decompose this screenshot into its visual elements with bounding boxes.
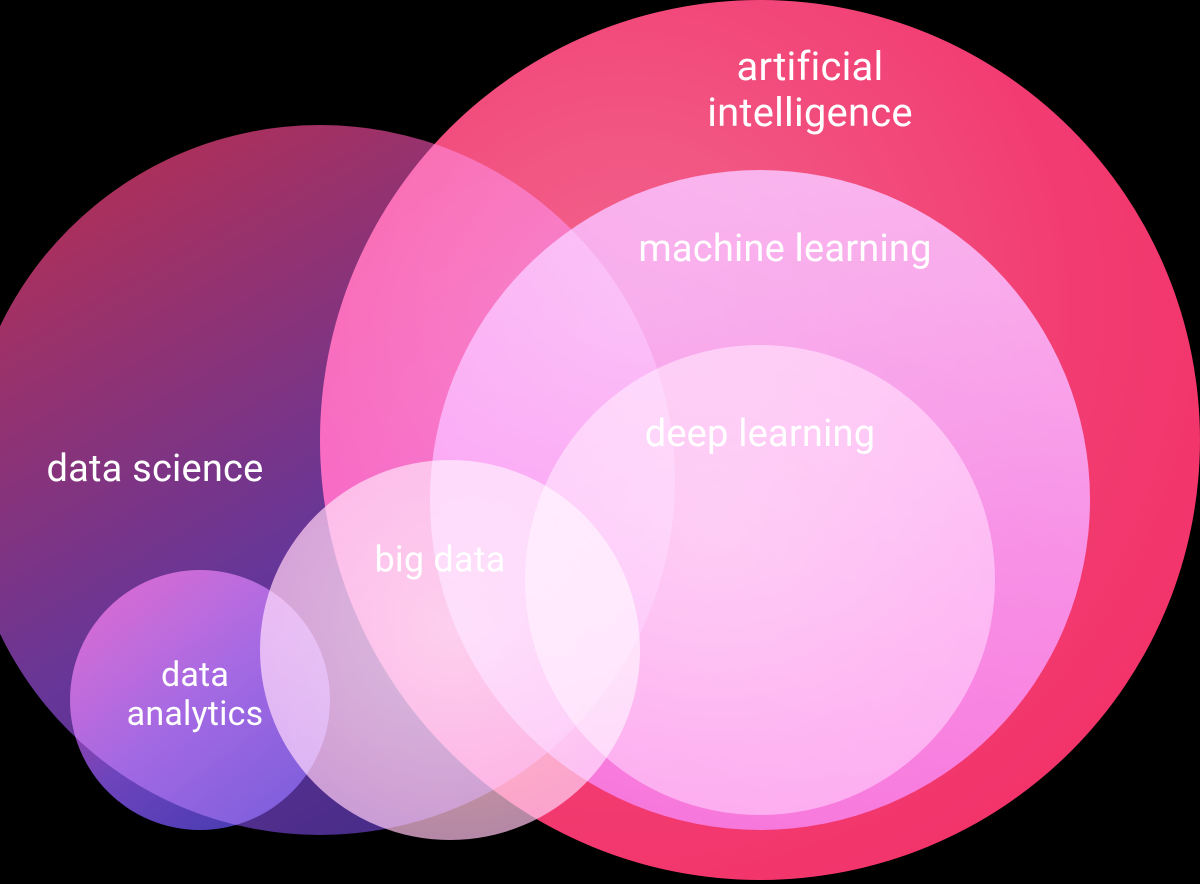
label-data-analytics: data analytics <box>127 656 264 734</box>
label-deep-learning: deep learning <box>645 413 876 457</box>
label-big-data: big data <box>375 539 506 580</box>
label-artificial-intelligence: artificial intelligence <box>707 44 913 136</box>
label-machine-learning: machine learning <box>638 228 931 272</box>
label-data-science: data science <box>47 448 264 492</box>
venn-diagram: artificial intelligence machine learning d… <box>0 0 1200 884</box>
